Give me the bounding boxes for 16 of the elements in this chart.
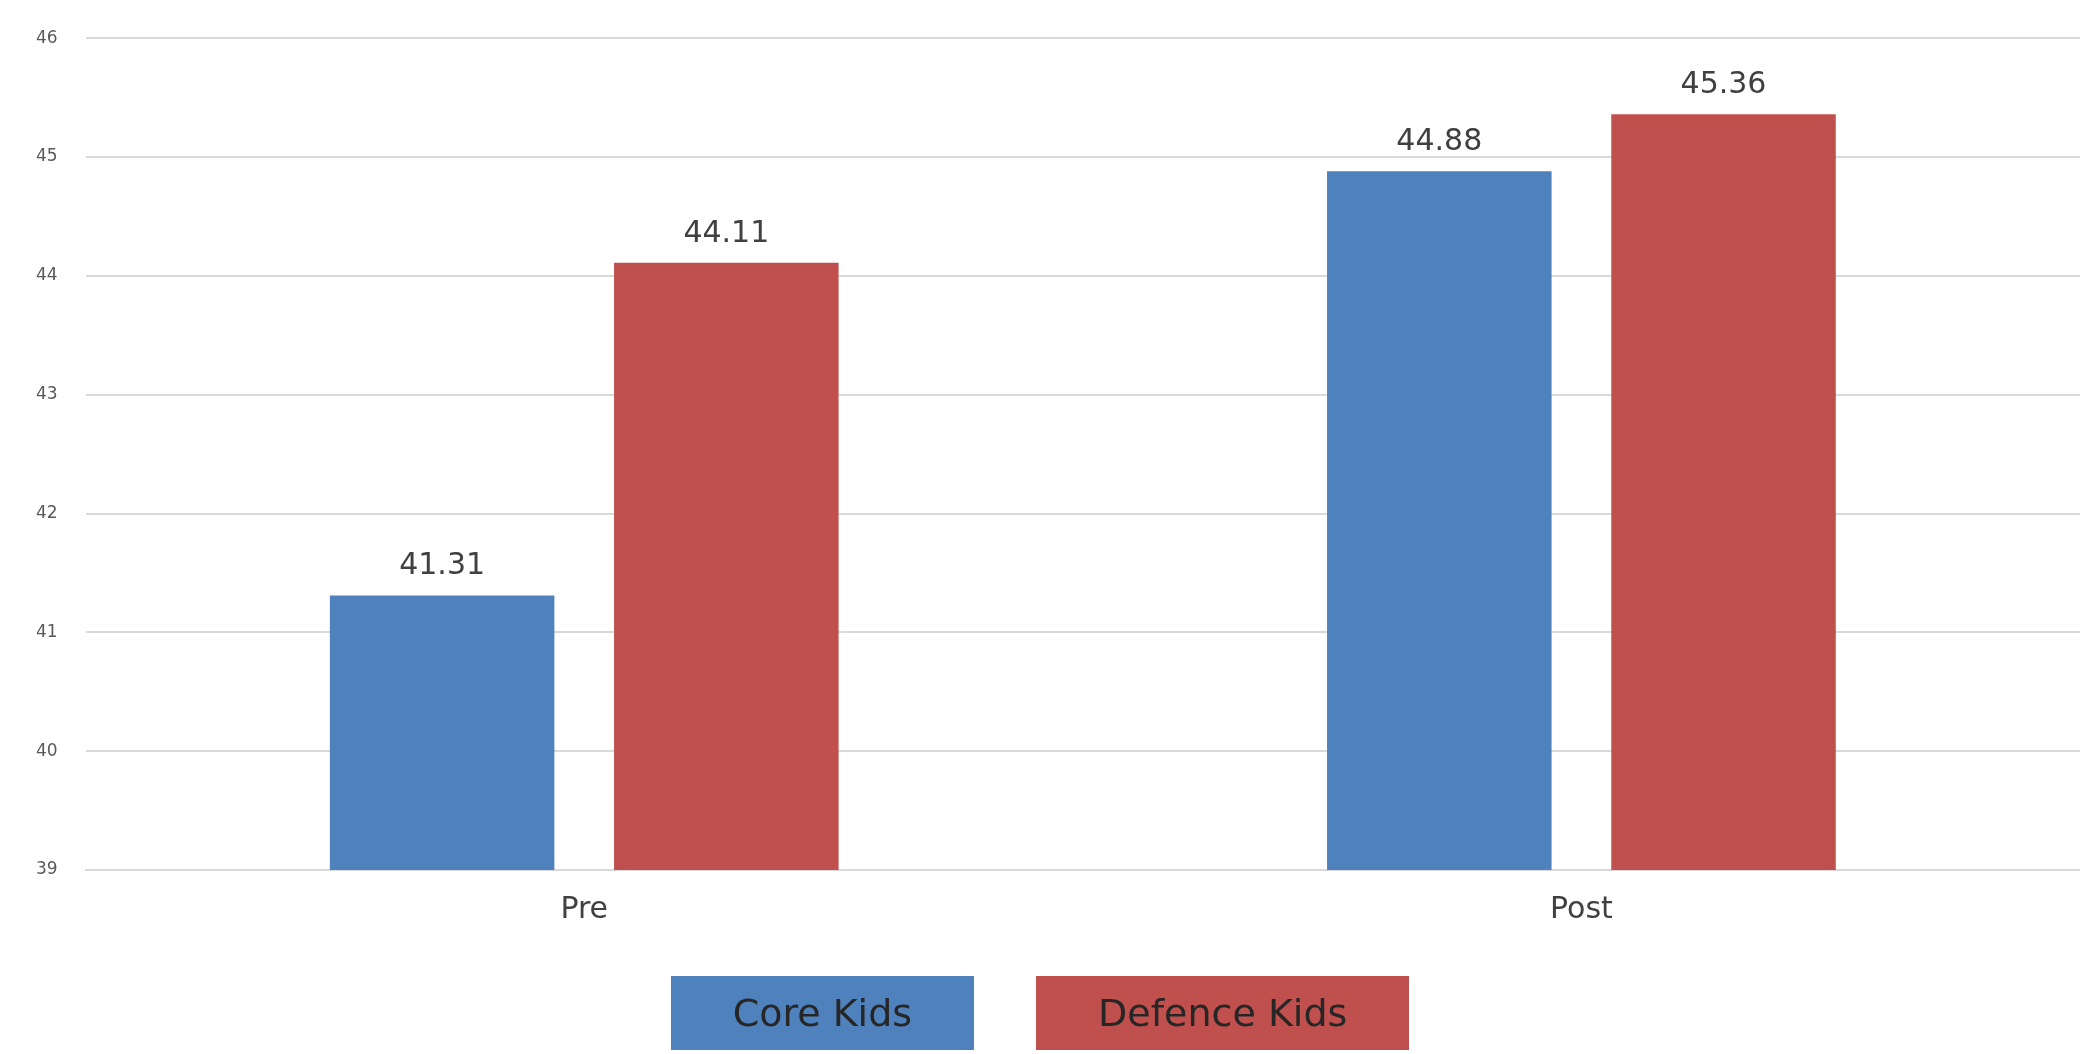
- y-tick-label: 44: [35, 264, 58, 285]
- data-label: 44.11: [683, 213, 770, 249]
- y-tick-label: 41: [35, 620, 58, 641]
- text: Defence Kids: [1036, 976, 1410, 1050]
- text: Core Kids: [670, 976, 975, 1050]
- x-tick-label: Post: [1550, 889, 1614, 925]
- data-label: 45.36: [1680, 65, 1767, 101]
- y-tick-label: 46: [35, 26, 58, 47]
- data-label: 44.88: [1396, 122, 1483, 158]
- y-tick-label: 42: [35, 501, 58, 522]
- y-tick-label: 43: [35, 383, 58, 404]
- y-tick-label: 40: [35, 739, 58, 760]
- x-tick-label: Pre: [560, 889, 609, 925]
- y-tick-label: 39: [35, 858, 58, 879]
- y-tick-label: 45: [35, 145, 58, 166]
- data-label: 41.31: [399, 546, 486, 582]
